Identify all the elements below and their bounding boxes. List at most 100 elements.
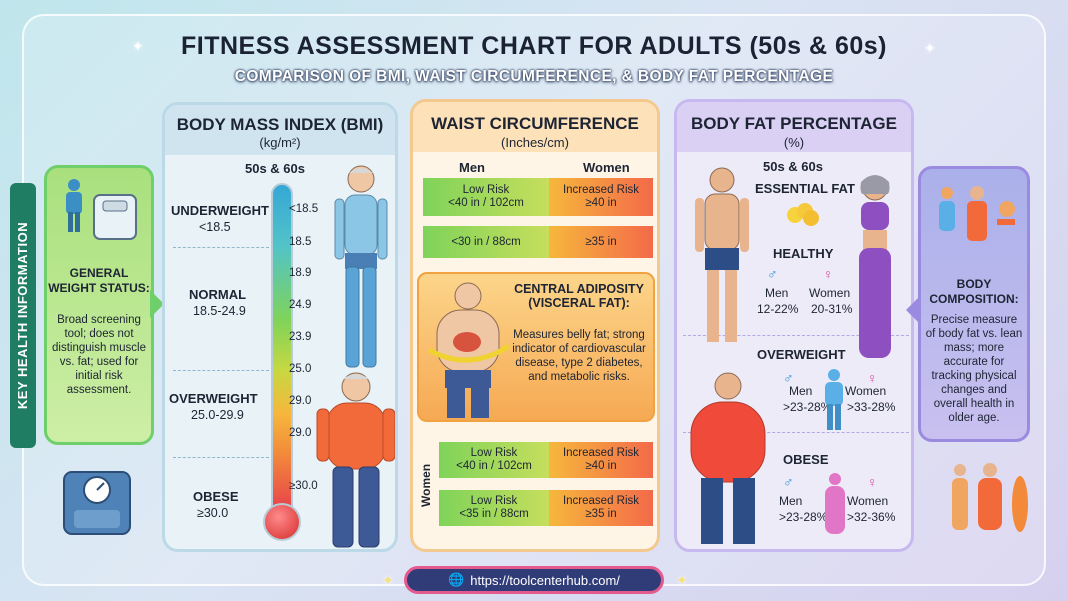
bmi-title: BODY MASS INDEX (BMI)	[176, 115, 384, 134]
bmi-panel: BODY MASS INDEX (BMI) (kg/m²) 50s & 60s …	[162, 102, 398, 552]
bmi-overweight-range: 25.0-29.9	[191, 408, 244, 422]
body-fat-panel: BODY FAT PERCENTAGE (%) 50s & 60s ESSENT…	[674, 99, 914, 552]
essential-fat-label: ESSENTIAL FAT	[755, 181, 855, 196]
waist-side-label: Women	[419, 463, 433, 507]
tape-measure-icon	[427, 343, 511, 363]
female-symbol-icon: ♀	[867, 474, 878, 490]
healthy-women-label: Women	[809, 286, 851, 300]
heavy-man-figure	[690, 372, 766, 544]
fit-man-figure	[695, 167, 749, 342]
page-title: FITNESS ASSESSMENT CHART FOR ADULTS (50s…	[181, 32, 887, 60]
small-woman-figure	[825, 473, 845, 534]
sparkle-icon: ✦	[382, 572, 394, 588]
waist-increased-risk-women: ≥35 in	[549, 226, 653, 258]
sparkle-icon: ✦	[924, 40, 936, 56]
waist-increased-risk-bottom-1: Increased Risk ≥40 in	[549, 442, 653, 478]
female-symbol-icon: ♀	[867, 370, 878, 386]
obese-label: OBESE	[783, 452, 829, 467]
page-subtitle: COMPARISON OF BMI, WAIST CIRCUMFERENCE, …	[234, 68, 834, 85]
bmi-tick: 29.0	[289, 395, 312, 407]
bmi-unit: (kg/m²)	[259, 135, 301, 150]
obese-men-label: Men	[779, 494, 803, 508]
central-adiposity-heading: CENTRAL ADIPOSITY (VISCERAL FAT):	[514, 282, 644, 310]
left-pointer	[150, 290, 164, 318]
right-pointer	[906, 296, 920, 324]
waist-col-women: Women	[583, 160, 630, 175]
overweight-label: OVERWEIGHT	[757, 347, 846, 362]
overweight-men-value: >23-28%	[783, 400, 832, 414]
bmi-overweight-label: OVERWEIGHT	[169, 391, 258, 406]
waist-col-men: Men	[459, 160, 485, 175]
bmi-tick: 24.9	[289, 299, 312, 311]
body-fat-header	[677, 102, 911, 152]
overweight-women-label: Women	[845, 384, 887, 398]
central-adiposity-text: Measures belly fat; strong indicator of …	[512, 329, 646, 383]
bmi-tick: 18.9	[289, 267, 312, 279]
bmi-tick: 29.0	[289, 427, 312, 439]
bmi-tick: <18.5	[289, 203, 319, 215]
body-composition-card: BODY COMPOSITION: Precise measure of bod…	[918, 166, 1030, 442]
scale-icon	[93, 194, 137, 240]
general-weight-status-card: GENERAL WEIGHT STATUS: Broad screening t…	[44, 165, 154, 445]
bmi-obese-range: ≥30.0	[197, 506, 229, 520]
waist-increased-risk-bottom-2: Increased Risk ≥35 in	[549, 490, 653, 526]
sparkle-icon: ✦	[676, 572, 688, 588]
bmi-tick: 18.5	[289, 236, 312, 248]
bmi-header	[165, 105, 395, 155]
waist-low-risk-men: Low Risk <40 in / 102cm	[423, 178, 549, 216]
left-info-heading: GENERAL WEIGHT STATUS:	[48, 266, 150, 295]
female-symbol-icon: ♀	[823, 266, 834, 282]
divider	[683, 432, 909, 433]
healthy-label: HEALTHY	[773, 246, 834, 261]
key-health-information-tab: KEY HEALTH INFORMATION	[10, 183, 36, 448]
bmi-normal-label: NORMAL	[189, 287, 247, 302]
bmi-tick: 23.9	[289, 331, 312, 343]
body-composition-icon	[939, 186, 1015, 241]
waist-low-risk-bottom-2: Low Risk <35 in / 88cm	[439, 490, 549, 526]
waist-title: WAIST CIRCUMFERENCE	[431, 114, 639, 133]
scale-icon	[63, 471, 131, 535]
divider	[173, 247, 269, 248]
right-info-text: Precise measure of body fat vs. lean mas…	[925, 314, 1023, 424]
left-info-text: Broad screening tool; does not distingui…	[52, 314, 146, 396]
globe-icon: 🌐	[448, 572, 465, 587]
bmi-obese-label: OBESE	[193, 489, 239, 504]
footer-url: https://toolcenterhub.com/	[470, 572, 620, 588]
healthy-men-label: Men	[765, 286, 789, 300]
bmi-underweight-label: UNDERWEIGHT	[171, 203, 269, 218]
person-icon	[66, 179, 82, 232]
divider	[173, 370, 269, 371]
bmi-normal-range: 18.5-24.9	[193, 304, 246, 318]
body-shapes-icon	[952, 463, 1028, 532]
waist-low-risk-bottom-1: Low Risk <40 in / 102cm	[439, 442, 549, 478]
waist-unit: (Inches/cm)	[501, 135, 569, 150]
waist-increased-risk-men: Increased Risk ≥40 in	[549, 178, 653, 216]
male-symbol-icon: ♂	[783, 474, 794, 490]
footer-link[interactable]: 🌐 https://toolcenterhub.com/	[404, 566, 664, 594]
body-fat-title: BODY FAT PERCENTAGE	[691, 114, 897, 133]
bmi-tick: 25.0	[289, 363, 312, 375]
sparkle-icon: ✦	[132, 38, 144, 54]
thermometer-icon	[271, 183, 293, 523]
thermometer-bulb	[263, 503, 301, 541]
healthy-women-value: 20-31%	[811, 302, 853, 316]
overweight-women-value: >33-28%	[847, 400, 896, 414]
waist-panel: WAIST CIRCUMFERENCE (Inches/cm) Men Wome…	[410, 99, 660, 552]
obese-women-label: Women	[847, 494, 889, 508]
small-man-figure	[825, 369, 843, 430]
thin-man-figure	[334, 165, 388, 368]
obese-men-value: >23-28%	[779, 510, 828, 524]
bmi-underweight-range: <18.5	[199, 220, 231, 234]
body-fat-unit: (%)	[783, 135, 805, 150]
heavy-man-figure	[316, 372, 395, 548]
bmi-tick: ≥30.0	[289, 480, 318, 492]
right-info-heading: BODY COMPOSITION:	[929, 277, 1019, 306]
waist-low-risk-women: <30 in / 88cm	[423, 226, 549, 258]
healthy-men-value: 12-22%	[757, 302, 799, 316]
fat-cell-icon	[787, 203, 819, 226]
waist-header	[413, 102, 657, 152]
male-symbol-icon: ♂	[783, 370, 794, 386]
fit-woman-figure	[859, 175, 891, 358]
body-fat-age-label: 50s & 60s	[763, 159, 823, 174]
male-symbol-icon: ♂	[767, 266, 778, 282]
